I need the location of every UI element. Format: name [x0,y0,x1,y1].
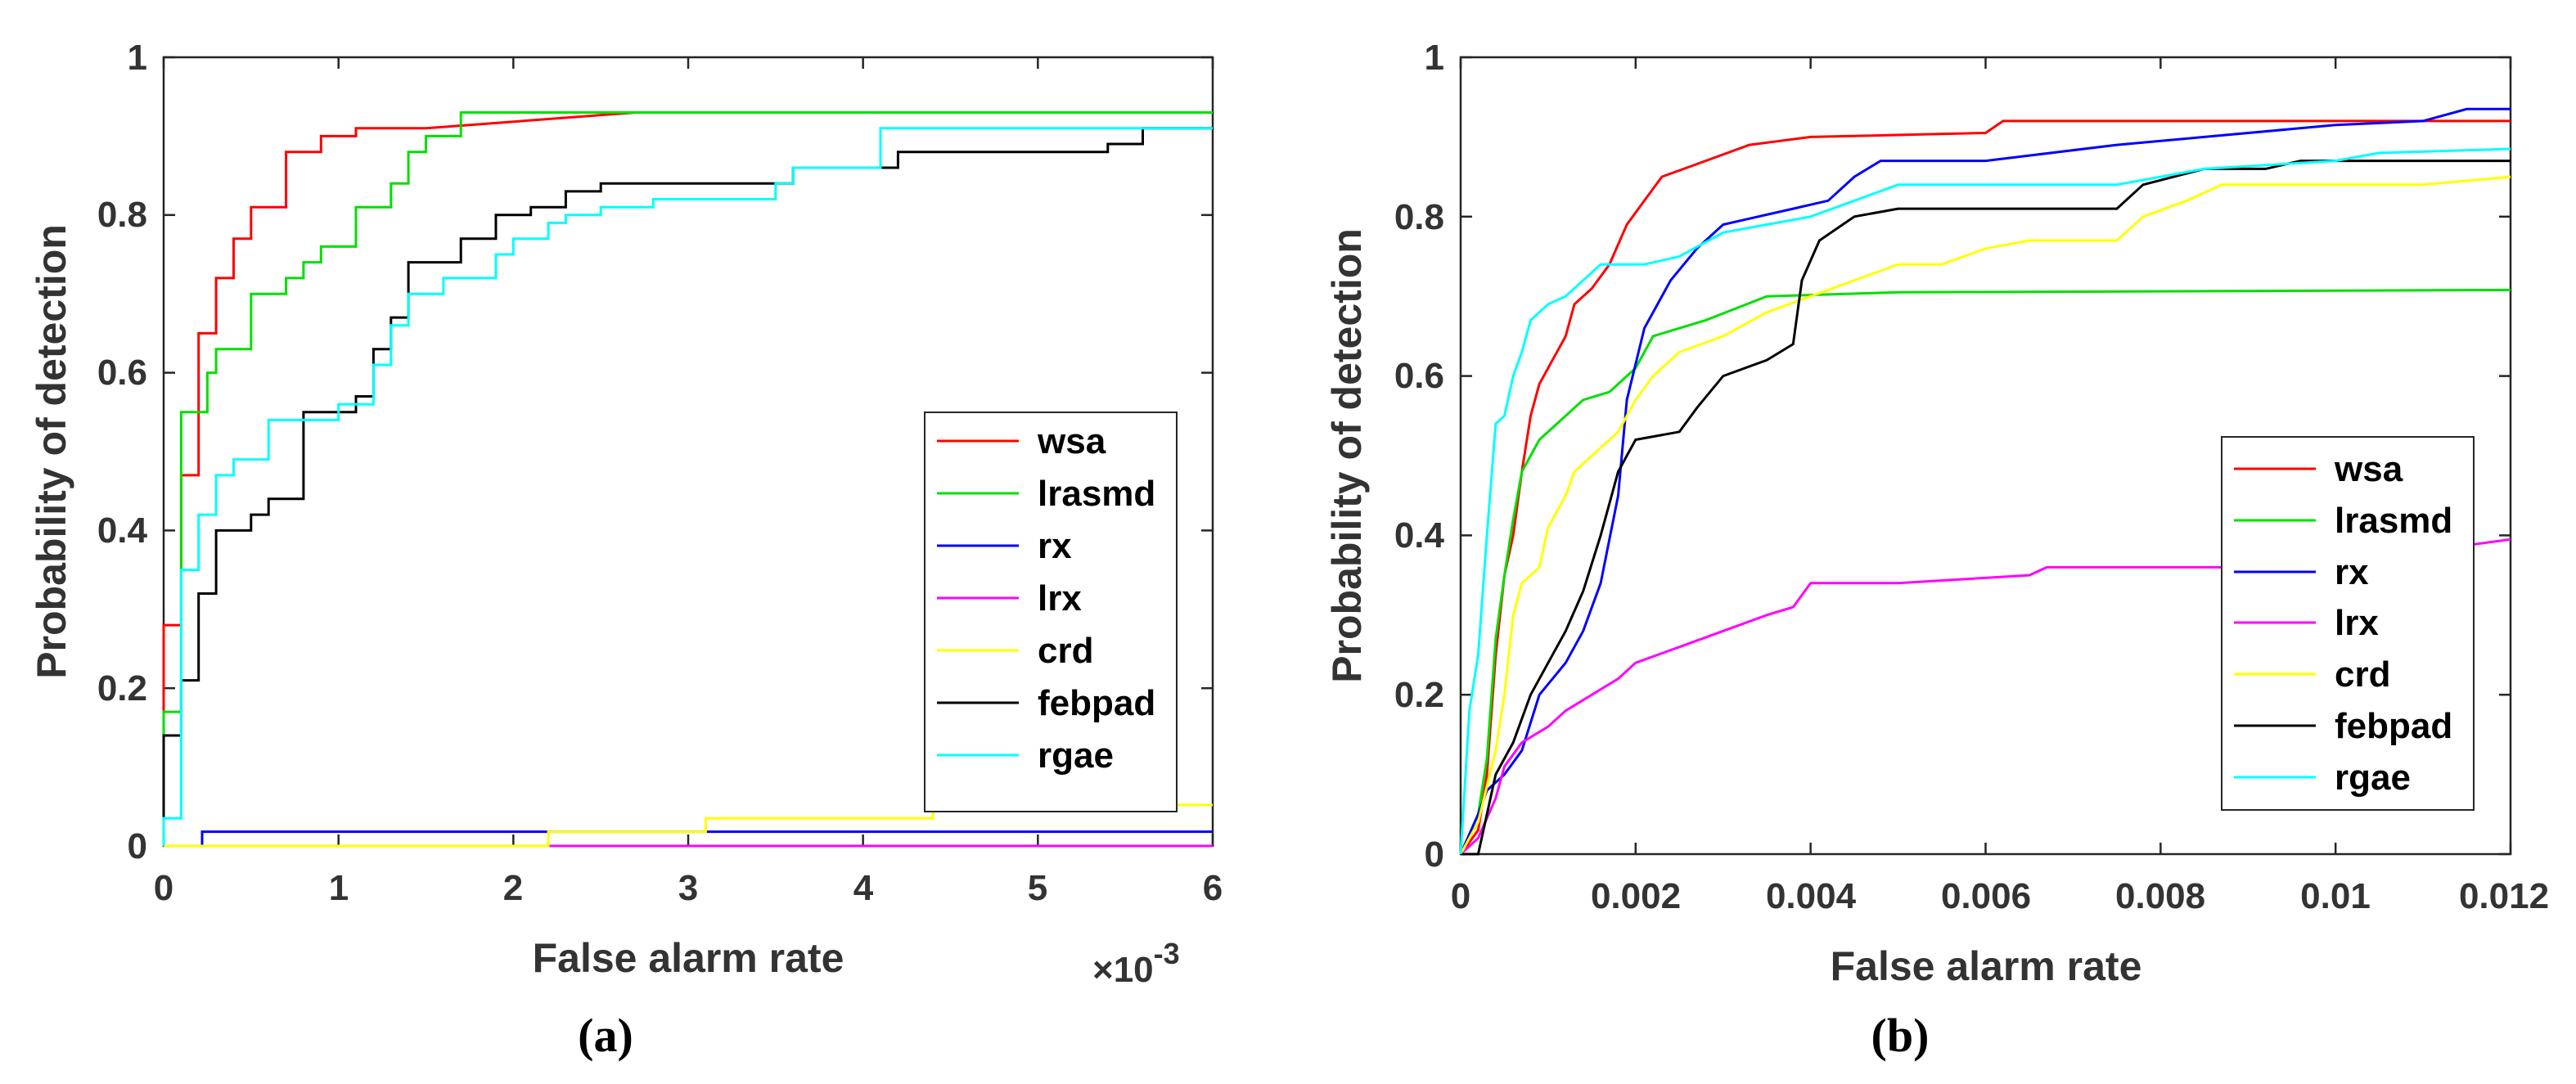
legend-label-crd: crd [2335,654,2390,695]
y-tick-label: 0.4 [1394,515,1445,555]
series-line-rgae [1459,147,2511,855]
legend-a: wsa lrasmd rx lrx crd febpad [924,412,1178,812]
legend-b: wsa lrasmd rx lrx crd febpad [2221,436,2475,811]
legend-label-lrasmd: lrasmd [2335,501,2452,541]
x-tick-label: 0.006 [1941,876,2031,916]
chart-panel-b: 0 0.2 0.4 0.6 0.8 1 0 0.002 0.004 0.006 … [1324,38,2549,1062]
y-tick-labels-b: 0 0.2 0.4 0.6 0.8 1 [1394,38,1445,875]
x-axis-label-b: False alarm rate [1831,943,2142,989]
x-tick-label: 4 [853,868,874,908]
y-tick-label: 0.2 [97,668,147,708]
legend-label-wsa: wsa [1037,421,1106,461]
y-tick-label: 0.2 [1394,675,1444,715]
legend-label-febpad: febpad [1038,683,1155,723]
legend-label-rx: rx [1038,526,1072,566]
x-tick-labels-b: 0 0.002 0.004 0.006 0.008 0.01 0.012 [1451,876,2549,916]
series-group-b [1459,107,2511,856]
series-line-febpad [1461,160,2511,856]
series-line-wsa [162,111,1213,846]
legend-item-lrx: lrx [2234,603,2379,643]
y-tick-labels-a: 0 0.2 0.4 0.6 0.8 1 [97,38,148,866]
legend-item-lrasmd: lrasmd [2234,501,2452,541]
y-tick-label: 0.8 [1394,197,1444,237]
legend-item-rgae: rgae [2234,758,2411,798]
legend-item-rx: rx [2234,552,2369,592]
x-exponent-label-a: ×10-3 [1092,937,1180,990]
legend-item-rgae: rgae [937,735,1114,776]
y-axis-label-b: Probability of detection [1324,228,1370,683]
x-tick-label: 2 [503,868,523,908]
legend-label-rx: rx [2335,552,2369,592]
y-tick-label: 0.4 [97,511,148,551]
legend-item-crd: crd [937,631,1093,671]
legend-item-wsa: wsa [937,421,1106,461]
y-axis-label-a: Probability of detection [29,224,74,679]
legend-item-crd: crd [2234,654,2390,695]
series-line-crd [1459,175,2511,855]
y-tick-label: 0.6 [97,353,147,393]
y-tick-label: 0 [128,826,147,866]
legend-label-lrasmd: lrasmd [1038,474,1155,514]
x-tick-label: 0.01 [2300,876,2371,916]
x-tick-label: 0 [154,868,173,908]
x-tick-label: 0.012 [2459,876,2549,916]
chart-panel-a: 0 0.2 0.4 0.6 0.8 1 0 1 2 3 4 5 6 ×10-3 … [29,38,1223,1062]
legend-item-febpad: febpad [2234,706,2452,746]
legend-label-wsa: wsa [2334,449,2403,489]
series-line-lrasmd [1459,288,2511,855]
caption-a: (a) [578,1009,633,1062]
y-tick-label: 0.8 [97,195,147,235]
x-tick-label: 6 [1203,868,1223,908]
legend-item-lrasmd: lrasmd [937,474,1155,514]
legend-label-lrx: lrx [1038,578,1082,618]
series-line-lrasmd [162,111,1213,846]
y-tick-label: 1 [128,38,147,78]
y-tick-label: 0.6 [1394,356,1444,396]
legend-label-lrx: lrx [2335,603,2379,643]
y-tick-label: 1 [1425,38,1444,78]
series-line-rx [1459,107,2511,855]
x-tick-label: 0.004 [1766,876,1857,916]
x-axis-label-a: False alarm rate [533,935,844,981]
legend-label-rgae: rgae [1038,735,1114,776]
legend-label-crd: crd [1038,631,1093,671]
series-line-rgae [162,127,1213,846]
y-tick-label: 0 [1425,834,1444,875]
legend-item-wsa: wsa [2234,449,2403,489]
x-tick-label: 0.002 [1591,876,1681,916]
x-tick-label: 0 [1451,876,1470,916]
x-tick-label: 3 [678,868,698,908]
x-tick-label: 0.008 [2115,876,2205,916]
caption-b: (b) [1871,1009,1930,1062]
legend-label-rgae: rgae [2335,758,2411,798]
x-tick-label: 5 [1028,868,1047,908]
x-tick-labels-a: 0 1 2 3 4 5 6 [154,868,1223,908]
legend-item-rx: rx [937,526,1072,566]
legend-item-febpad: febpad [937,683,1155,723]
legend-item-lrx: lrx [937,578,1082,618]
series-group-a [162,111,1213,848]
legend-label-febpad: febpad [2335,706,2452,746]
series-line-lrx [1459,538,2511,856]
legend-box-a [924,412,1178,812]
x-tick-label: 1 [329,868,349,908]
